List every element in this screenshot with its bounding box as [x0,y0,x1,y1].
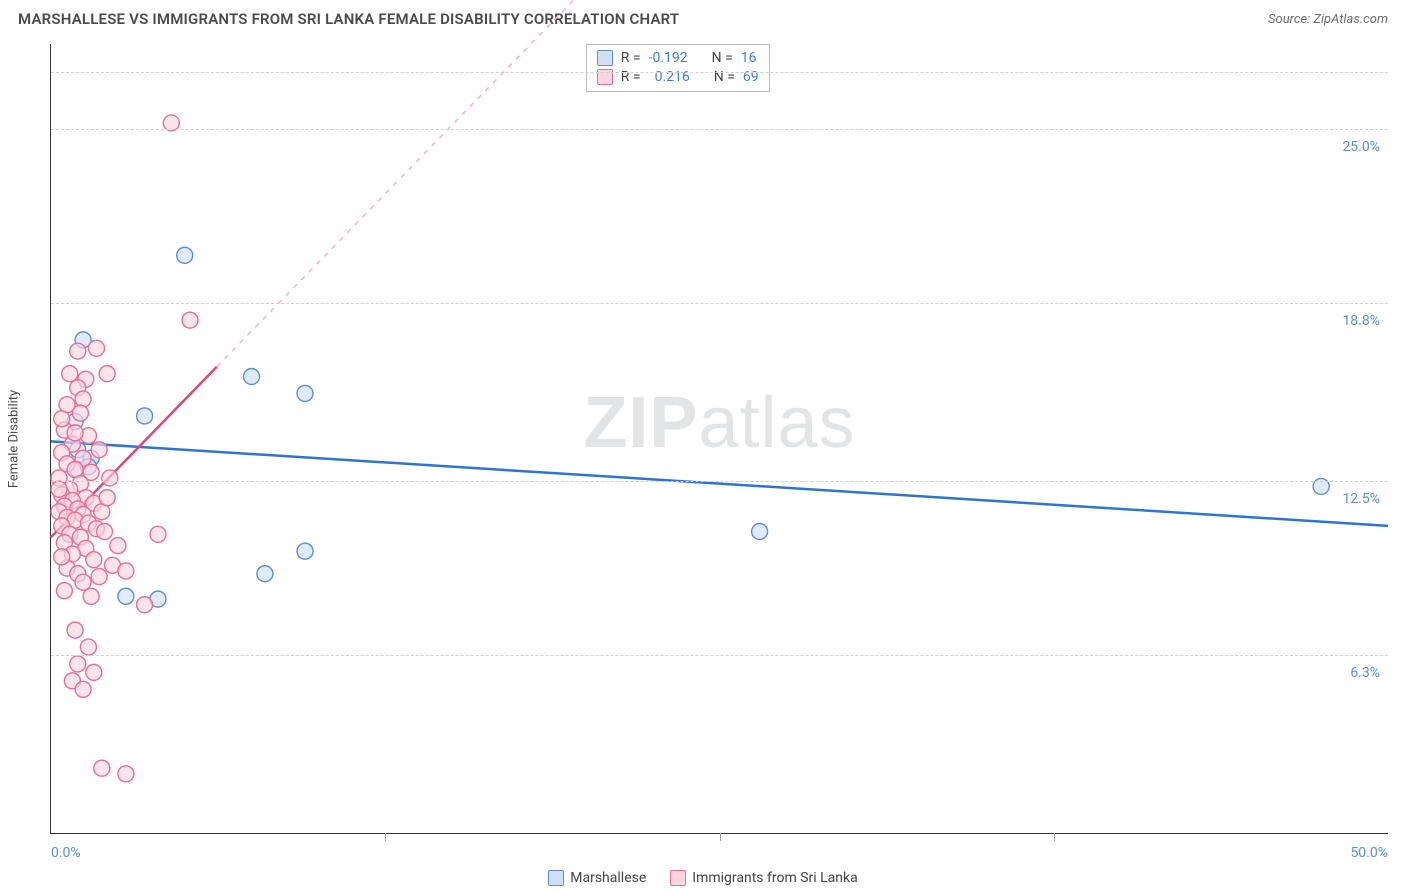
legend-label: Immigrants from Sri Lanka [692,870,857,886]
stats-legend: R = -0.192 N = 16 R = 0.216 N = 69 [586,44,770,92]
x-tick [720,833,721,841]
y-tick-label: 18.8% [1342,313,1380,329]
plot-container: Female Disability ZIPatlas R = -0.192 N … [18,44,1388,834]
legend-item-marshallese: Marshallese [548,870,646,886]
n-label: N = [714,68,735,87]
gridline [51,129,1388,130]
r-label: R = [621,68,641,87]
x-tick-min: 0.0% [51,845,81,861]
chart-header: MARSHALLESE VS IMMIGRANTS FROM SRI LANKA… [0,0,1406,36]
swatch-blue-icon [548,870,564,886]
source-prefix: Source: [1268,12,1313,27]
x-tick [1054,833,1055,841]
r-value: -0.192 [649,49,688,68]
r-value: 0.216 [649,68,690,87]
stats-row-pink: R = 0.216 N = 69 [597,68,759,87]
gridline [51,655,1388,656]
chart-title: MARSHALLESE VS IMMIGRANTS FROM SRI LANKA… [18,10,679,28]
x-tick-max: 50.0% [1350,845,1388,861]
y-tick-label: 25.0% [1342,139,1380,155]
n-value: 69 [743,68,759,87]
legend-label: Marshallese [570,870,646,886]
y-tick-label: 6.3% [1350,665,1380,681]
source-attribution: Source: ZipAtlas.com [1268,12,1388,27]
n-label: N = [712,49,733,68]
gridline [51,72,1388,73]
stats-row-blue: R = -0.192 N = 16 [597,49,759,68]
swatch-pink-icon [670,870,686,886]
x-tick [385,833,386,841]
chart-svg [51,44,1388,833]
gridline [51,303,1388,304]
r-label: R = [621,49,641,68]
n-value: 16 [741,49,757,68]
gridline [51,481,1388,482]
plot-area: ZIPatlas R = -0.192 N = 16 R = 0.216 N =… [50,44,1388,834]
source-name: ZipAtlas.com [1313,12,1388,27]
bottom-legend: Marshallese Immigrants from Sri Lanka [0,870,1406,886]
legend-item-srilanka: Immigrants from Sri Lanka [670,870,857,886]
y-axis-label: Female Disability [7,390,22,488]
y-tick-label: 12.5% [1342,491,1380,507]
swatch-blue-icon [597,50,613,66]
